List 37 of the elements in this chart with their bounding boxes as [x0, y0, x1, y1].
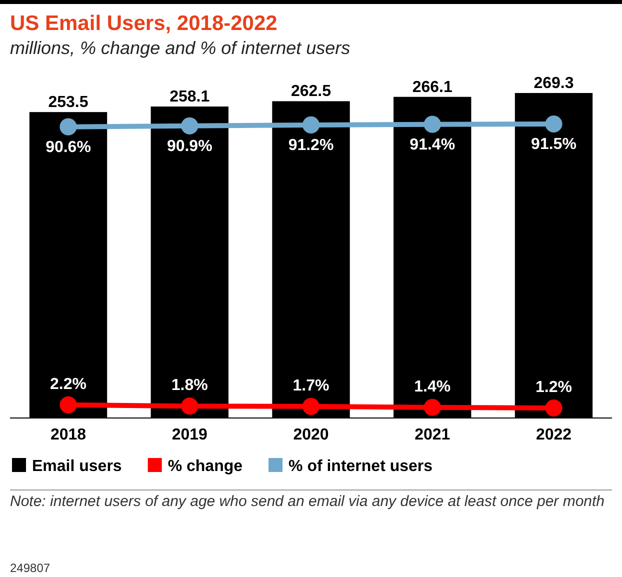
- chart-title: US Email Users, 2018-2022: [10, 12, 278, 35]
- data-label: 1.7%: [292, 377, 330, 394]
- point: [545, 399, 562, 417]
- data-label: 91.2%: [288, 136, 334, 154]
- data-label: 91.4%: [410, 136, 456, 154]
- x-tick-label: 2022: [536, 426, 572, 444]
- point: [302, 116, 320, 134]
- point: [424, 116, 441, 133]
- point: [60, 118, 77, 136]
- text: 249807: [10, 561, 50, 575]
- chart-subtitle: millions, % change and % of internet users: [10, 38, 350, 58]
- x-tick-label: 2018: [50, 426, 86, 444]
- x-tick-label: 2019: [172, 426, 208, 444]
- point: [181, 398, 198, 415]
- data-label: 1.8%: [171, 377, 208, 394]
- data-label: 1.4%: [414, 378, 451, 396]
- point: [60, 396, 77, 414]
- data-label: 2.2%: [50, 376, 86, 393]
- x-tick-label: 2020: [293, 426, 329, 444]
- data-label: 1.2%: [536, 379, 572, 396]
- text: Note: internet users of any age who send an email via any device at least once per month: [10, 493, 605, 510]
- point: [424, 398, 441, 416]
- data-label: 90.6%: [46, 138, 91, 156]
- data-label: 91.5%: [531, 136, 576, 153]
- data-label: 253.5: [48, 94, 88, 112]
- x-tick-label: 2021: [414, 426, 450, 444]
- data-label: 258.1: [170, 88, 210, 106]
- legend-label: % change: [168, 458, 243, 475]
- legend-label: % of internet users: [288, 458, 433, 475]
- point: [545, 115, 562, 133]
- point: [302, 398, 320, 415]
- data-label: 90.9%: [166, 138, 212, 155]
- point: [181, 117, 198, 134]
- data-label: 262.5: [290, 83, 332, 100]
- data-label: 269.3: [534, 75, 574, 92]
- data-label: 266.1: [412, 78, 452, 96]
- legend-label: Email users: [32, 458, 122, 475]
